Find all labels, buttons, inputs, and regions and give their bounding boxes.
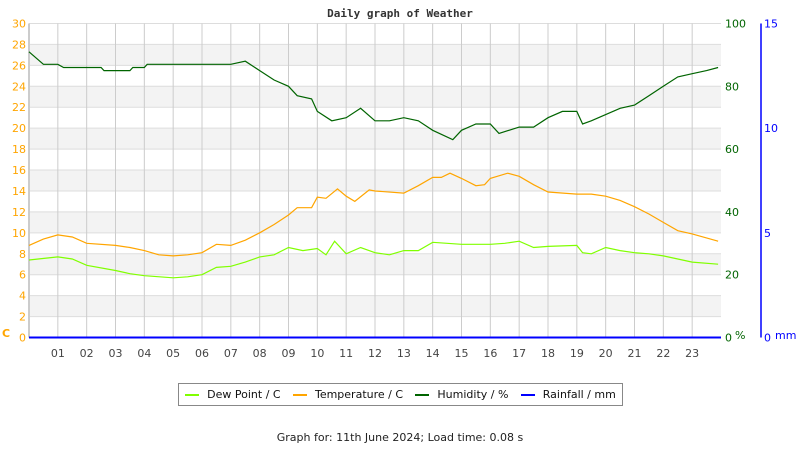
left-tick-label: 24: [12, 80, 26, 93]
legend-label: Rainfall / mm: [542, 388, 616, 401]
x-tick-label: 05: [166, 347, 180, 360]
legend-label: Dew Point / C: [207, 388, 281, 401]
rainfall-tick-label: 0: [764, 332, 771, 345]
series-line-temperature: [28, 172, 719, 257]
series-line-humidity: [28, 51, 719, 141]
rainfall-tick-label: 10: [764, 122, 778, 135]
chart-title: Daily graph of Weather: [327, 7, 473, 20]
x-tick-label: 12: [368, 347, 382, 360]
legend: Dew Point / C Temperature / C Humidity / %…: [178, 383, 623, 406]
x-tick-label: 15: [455, 347, 469, 360]
left-tick-label: 2: [19, 311, 26, 324]
x-tick-label: 10: [310, 347, 324, 360]
legend-swatch: [415, 393, 430, 396]
legend-item: Temperature / C: [292, 388, 404, 401]
rainfall-axis-label: mm: [775, 329, 796, 342]
x-tick-label: 06: [195, 347, 209, 360]
left-tick-label: 20: [12, 122, 26, 135]
x-tick-label: 04: [137, 347, 151, 360]
legend-swatch: [292, 393, 307, 396]
legend-label: Temperature / C: [314, 388, 404, 401]
x-tick-label: 18: [541, 347, 555, 360]
footer-status: Graph for: 11th June 2024; Load time: 0.…: [276, 431, 524, 444]
x-tick-label: 21: [628, 347, 642, 360]
left-tick-label: 4: [19, 290, 26, 303]
legend-swatch: [520, 393, 535, 396]
x-tick-label: 20: [599, 347, 613, 360]
x-tick-label: 09: [282, 347, 296, 360]
x-tick-label: 13: [397, 347, 411, 360]
x-tick-label: 19: [570, 347, 584, 360]
x-tick-label: 08: [253, 347, 267, 360]
humidity-axis-label: %: [735, 329, 745, 342]
x-tick-label: 22: [656, 347, 670, 360]
legend-item: Dew Point / C: [185, 388, 281, 401]
left-tick-label: 0: [19, 332, 26, 345]
legend-item: Humidity / %: [415, 388, 508, 401]
humidity-tick-label: 80: [725, 80, 739, 93]
legend-item: Rainfall / mm: [520, 388, 616, 401]
left-tick-label: 16: [12, 164, 26, 177]
humidity-tick-label: 40: [725, 206, 739, 219]
x-tick-label: 07: [224, 347, 238, 360]
humidity-tick-label: 60: [725, 143, 739, 156]
left-tick-label: 8: [19, 248, 26, 261]
humidity-tick-label: 0: [725, 332, 732, 345]
rainfall-tick-label: 15: [764, 18, 778, 31]
x-tick-label: 01: [51, 347, 65, 360]
left-tick-label: 18: [12, 143, 26, 156]
left-tick-label: 28: [12, 38, 26, 51]
humidity-tick-label: 100: [725, 18, 746, 31]
left-tick-label: 14: [12, 185, 26, 198]
x-tick-label: 02: [80, 347, 94, 360]
left-tick-label: 22: [12, 101, 26, 114]
left-tick-label: 6: [19, 269, 26, 282]
chart: Daily graph of Weather 02468101214161820…: [2, 7, 796, 360]
series-line-dew: [28, 240, 719, 279]
humidity-tick-label: 20: [725, 269, 739, 282]
x-tick-label: 03: [109, 347, 123, 360]
left-tick-label: 10: [12, 227, 26, 240]
left-tick-label: 26: [12, 59, 26, 72]
legend-label: Humidity / %: [437, 388, 509, 401]
left-tick-label: 12: [12, 206, 26, 219]
x-tick-label: 23: [685, 347, 699, 360]
x-tick-label: 17: [512, 347, 526, 360]
rainfall-tick-label: 5: [764, 227, 771, 240]
x-tick-label: 14: [426, 347, 440, 360]
x-tick-label: 16: [483, 347, 497, 360]
left-axis-label: C: [2, 327, 10, 340]
left-tick-label: 30: [12, 18, 26, 31]
x-tick-label: 11: [339, 347, 353, 360]
legend-swatch: [185, 393, 200, 396]
